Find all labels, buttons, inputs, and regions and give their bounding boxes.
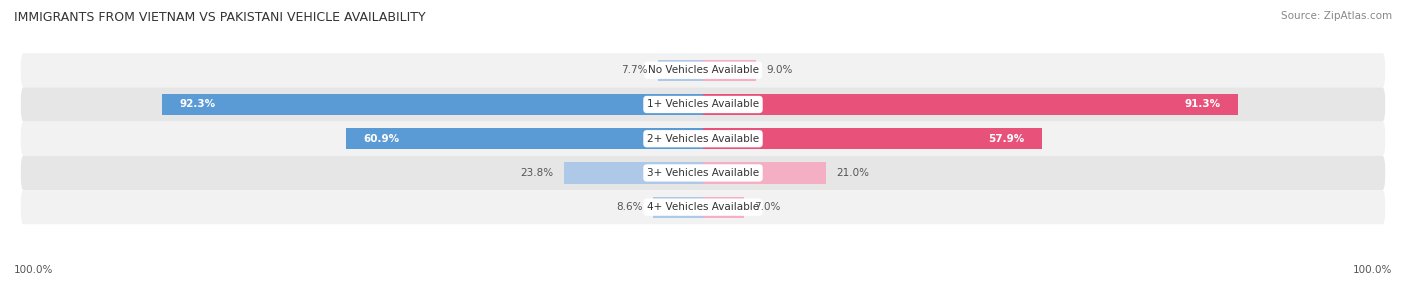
Bar <box>703 60 755 81</box>
Bar <box>703 128 1042 149</box>
Bar <box>564 162 703 184</box>
Bar <box>658 60 703 81</box>
Text: 100.0%: 100.0% <box>14 265 53 275</box>
Text: 3+ Vehicles Available: 3+ Vehicles Available <box>647 168 759 178</box>
FancyBboxPatch shape <box>21 156 1385 190</box>
Text: 23.8%: 23.8% <box>520 168 554 178</box>
Legend: Immigrants from Vietnam, Pakistani: Immigrants from Vietnam, Pakistani <box>574 283 832 286</box>
Text: 7.7%: 7.7% <box>621 65 648 75</box>
Text: 9.0%: 9.0% <box>766 65 793 75</box>
Text: 60.9%: 60.9% <box>364 134 399 144</box>
Bar <box>703 94 1237 115</box>
Text: No Vehicles Available: No Vehicles Available <box>648 65 758 75</box>
Bar <box>346 128 703 149</box>
Text: 92.3%: 92.3% <box>180 100 217 110</box>
Text: 1+ Vehicles Available: 1+ Vehicles Available <box>647 100 759 110</box>
Text: 21.0%: 21.0% <box>837 168 869 178</box>
Text: 7.0%: 7.0% <box>755 202 780 212</box>
Text: 57.9%: 57.9% <box>988 134 1025 144</box>
Bar <box>703 162 825 184</box>
Bar <box>163 94 703 115</box>
Text: 91.3%: 91.3% <box>1184 100 1220 110</box>
FancyBboxPatch shape <box>21 53 1385 88</box>
Text: Source: ZipAtlas.com: Source: ZipAtlas.com <box>1281 11 1392 21</box>
FancyBboxPatch shape <box>21 122 1385 156</box>
Text: 100.0%: 100.0% <box>1353 265 1392 275</box>
Text: IMMIGRANTS FROM VIETNAM VS PAKISTANI VEHICLE AVAILABILITY: IMMIGRANTS FROM VIETNAM VS PAKISTANI VEH… <box>14 11 426 24</box>
FancyBboxPatch shape <box>21 88 1385 122</box>
Text: 2+ Vehicles Available: 2+ Vehicles Available <box>647 134 759 144</box>
Text: 4+ Vehicles Available: 4+ Vehicles Available <box>647 202 759 212</box>
Bar <box>703 196 744 218</box>
FancyBboxPatch shape <box>21 190 1385 224</box>
Text: 8.6%: 8.6% <box>616 202 643 212</box>
Bar <box>652 196 703 218</box>
